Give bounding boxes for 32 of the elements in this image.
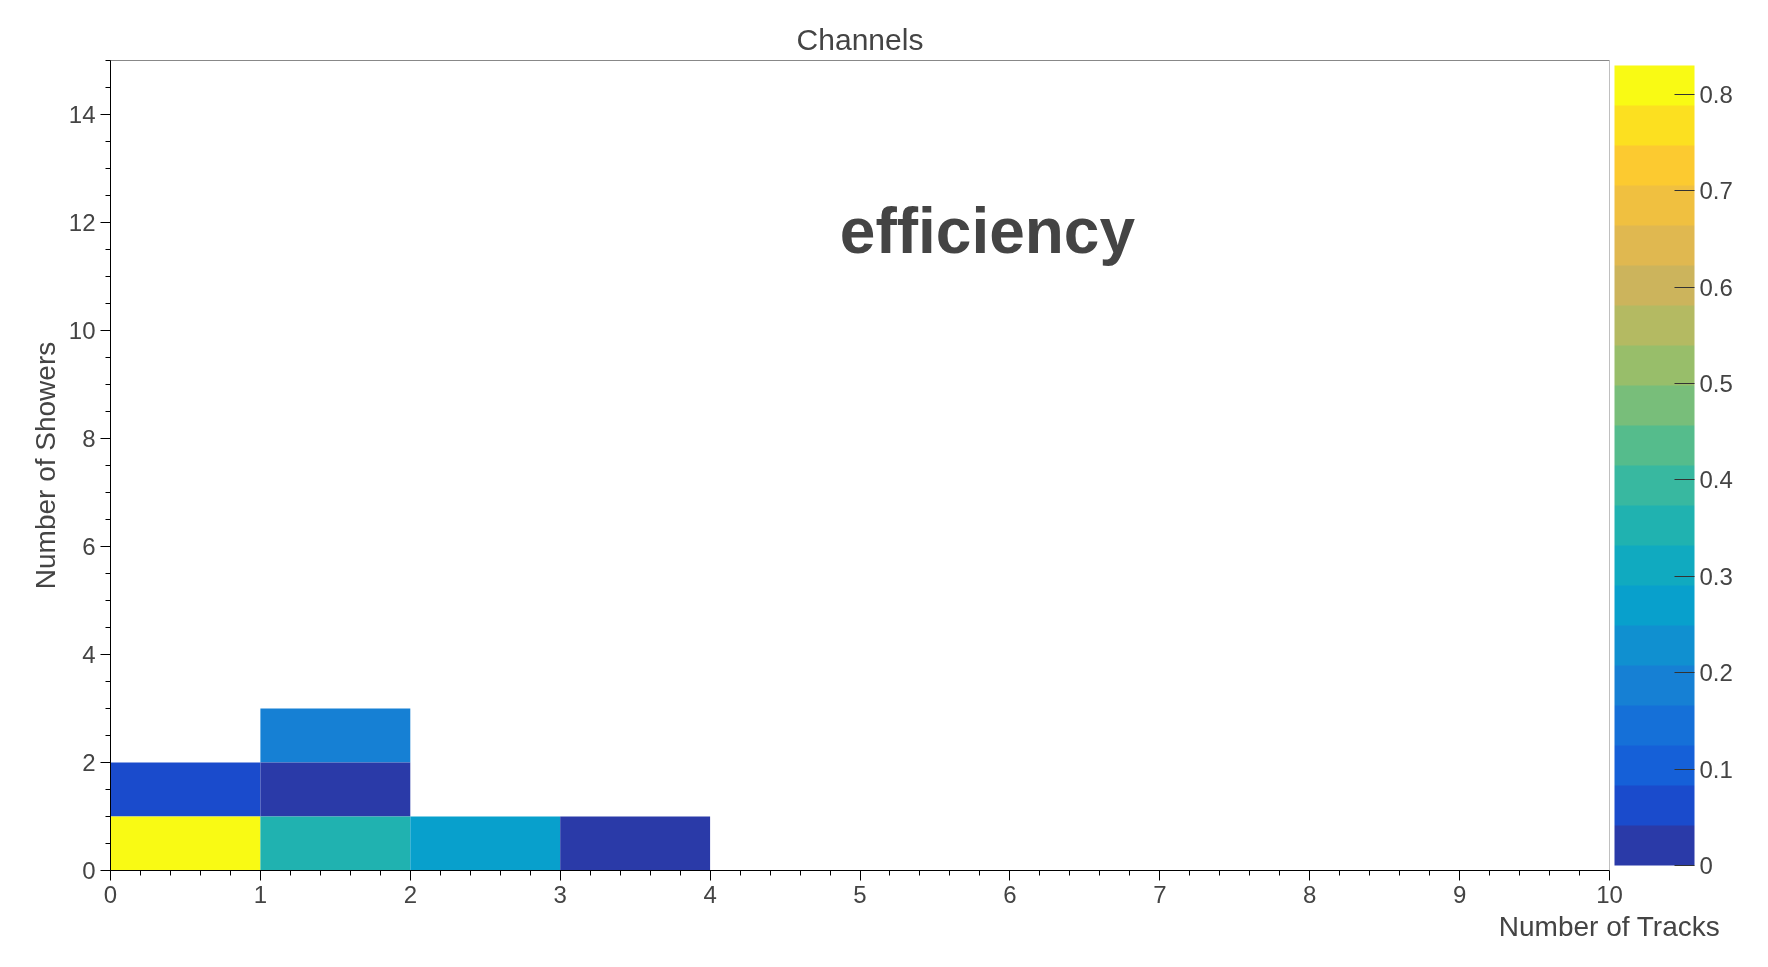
color-bar-label: 0 (1699, 852, 1713, 879)
x-tick-label: 3 (553, 880, 567, 908)
color-bar-label: 0.7 (1699, 177, 1733, 205)
x-axis-title: Number of Tracks (1498, 910, 1720, 942)
x-tick-label: 4 (703, 880, 717, 908)
y-tick-label: 10 (68, 317, 96, 344)
annotation: efficiency (839, 194, 1136, 267)
x-tick-label: 6 (1003, 880, 1017, 908)
y-axis-title: Number of Showers (29, 341, 61, 590)
y-tick-label: 14 (68, 101, 96, 128)
color-bar-label: 0.2 (1699, 659, 1733, 687)
color-bar-label: 0.4 (1699, 466, 1733, 494)
y-tick-label: 2 (82, 749, 96, 776)
x-tick-label: 8 (1303, 880, 1317, 908)
color-bar-label: 0.1 (1699, 755, 1733, 783)
x-tick-label: 2 (403, 880, 417, 908)
x-tick-label: 5 (853, 880, 867, 908)
y-tick-label: 12 (68, 209, 96, 236)
color-bar-label: 0.3 (1699, 562, 1733, 590)
chart-title: Channels (796, 22, 924, 56)
x-tick-label: 9 (1452, 880, 1467, 908)
x-tick-label: 7 (1153, 880, 1167, 908)
color-bar-label: 0.8 (1699, 80, 1733, 108)
x-tick-label: 1 (253, 880, 268, 908)
y-tick-label: 0 (82, 857, 96, 884)
y-tick-label: 4 (82, 641, 96, 668)
x-tick-label: 10 (1596, 880, 1623, 908)
color-bar-label: 0.5 (1699, 370, 1733, 398)
y-tick-label: 8 (82, 425, 96, 452)
y-tick-label: 6 (82, 533, 96, 560)
x-tick-label: 0 (103, 880, 118, 908)
color-bar-label: 0.6 (1699, 273, 1733, 301)
